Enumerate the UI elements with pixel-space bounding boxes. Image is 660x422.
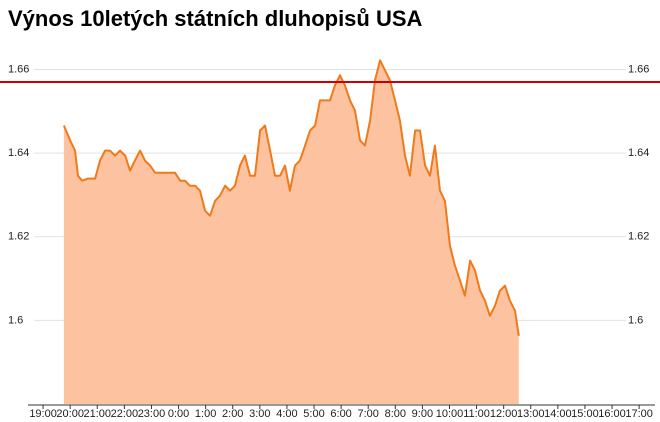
x-tick-label: 11:00 — [463, 408, 490, 420]
x-tick-label: 12:00 — [490, 408, 518, 420]
x-tick-label: 4:00 — [276, 408, 297, 420]
x-tick-label: 17:00 — [625, 408, 653, 420]
y-tick-label: 1.64 — [8, 147, 29, 159]
x-tick-label: 21:00 — [84, 408, 112, 420]
x-tick-label: 14:00 — [544, 408, 572, 420]
y-tick-label-right: 1.6 — [628, 314, 643, 326]
y-tick-label: 1.66 — [8, 63, 29, 75]
x-tick-label: 15:00 — [571, 408, 599, 420]
x-tick-label: 22:00 — [111, 408, 139, 420]
x-tick-label: 10:00 — [436, 408, 464, 420]
y-tick-label-right: 1.66 — [628, 63, 649, 75]
area — [63, 60, 519, 405]
y-tick-label: 1.62 — [8, 231, 29, 243]
y-tick-label: 1.6 — [8, 314, 23, 326]
x-tick-label: 5:00 — [303, 408, 324, 420]
x-tick-label: 13:00 — [517, 408, 545, 420]
x-tick-label: 16:00 — [598, 408, 626, 420]
line — [62, 59, 520, 336]
x-tick-label: 19:00 — [29, 408, 57, 420]
x-tick-label: 8:00 — [385, 408, 406, 420]
chart-title: Výnos 10letých státních dluhopisů USA — [8, 6, 423, 31]
x-tick-label: 6:00 — [330, 408, 351, 420]
x-tick-label: 9:00 — [412, 408, 433, 420]
y-tick-label-right: 1.64 — [628, 147, 649, 159]
x-tick-label: 0:00 — [168, 408, 189, 420]
x-tick-label: 2:00 — [222, 408, 243, 420]
x-tick-label: 1:00 — [195, 408, 216, 420]
x-tick-label: 20:00 — [56, 408, 84, 420]
x-tick-label: 23:00 — [138, 408, 166, 420]
x-tick-label: 7:00 — [357, 408, 378, 420]
y-tick-label-right: 1.62 — [628, 231, 649, 243]
x-tick-label: 3:00 — [249, 408, 270, 420]
